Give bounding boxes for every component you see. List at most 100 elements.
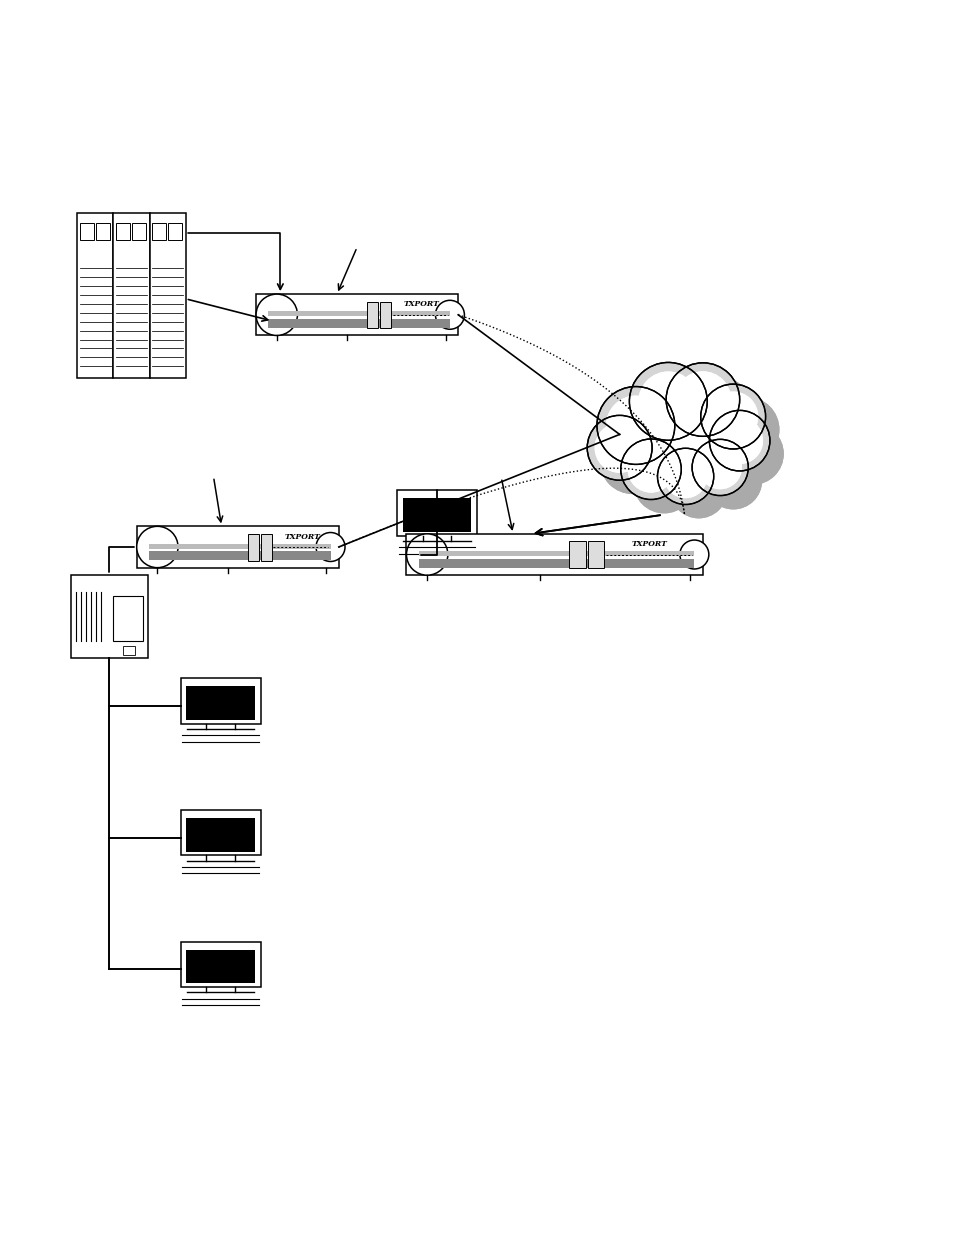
Circle shape	[679, 540, 708, 569]
Bar	[123, 646, 134, 656]
Bar	[255, 294, 457, 336]
Circle shape	[587, 415, 652, 480]
Circle shape	[642, 375, 720, 453]
Circle shape	[642, 375, 720, 453]
Circle shape	[597, 387, 674, 464]
Circle shape	[717, 417, 761, 463]
Bar	[268, 311, 450, 316]
Circle shape	[620, 438, 680, 499]
Circle shape	[665, 363, 739, 436]
Bar	[248, 534, 258, 561]
Bar	[181, 941, 260, 987]
Bar	[186, 687, 254, 720]
Bar	[402, 499, 471, 532]
Circle shape	[406, 534, 447, 576]
Circle shape	[638, 398, 720, 480]
Bar	[379, 301, 391, 329]
Circle shape	[664, 456, 706, 498]
Bar	[77, 214, 113, 378]
Bar	[569, 541, 585, 568]
Circle shape	[597, 387, 674, 464]
Circle shape	[315, 532, 345, 562]
Circle shape	[620, 438, 680, 499]
Circle shape	[639, 372, 697, 431]
Circle shape	[606, 396, 664, 454]
Bar	[136, 526, 338, 568]
Text: TXPORT: TXPORT	[631, 540, 666, 548]
Bar	[181, 678, 260, 724]
Bar	[367, 301, 378, 329]
Circle shape	[136, 526, 178, 568]
Text: TXPORT: TXPORT	[403, 300, 439, 309]
Circle shape	[629, 362, 706, 441]
Circle shape	[665, 363, 739, 436]
Bar	[152, 224, 166, 240]
Circle shape	[610, 400, 687, 478]
Circle shape	[628, 447, 673, 492]
Circle shape	[255, 294, 297, 336]
Circle shape	[599, 429, 664, 494]
Circle shape	[587, 415, 652, 480]
Bar	[396, 490, 476, 536]
Circle shape	[699, 446, 740, 489]
Circle shape	[628, 447, 673, 492]
Circle shape	[657, 448, 713, 505]
Circle shape	[638, 398, 720, 480]
Circle shape	[679, 375, 752, 450]
Bar	[71, 576, 148, 658]
Circle shape	[633, 452, 694, 513]
Circle shape	[633, 452, 694, 513]
Bar	[168, 224, 182, 240]
Circle shape	[599, 429, 664, 494]
Circle shape	[610, 400, 687, 478]
Circle shape	[664, 456, 706, 498]
Circle shape	[709, 410, 769, 471]
Bar	[181, 810, 260, 855]
Bar	[418, 558, 694, 568]
Bar	[268, 319, 450, 329]
Circle shape	[629, 362, 706, 441]
Bar	[186, 950, 254, 983]
Circle shape	[721, 424, 782, 484]
Circle shape	[679, 375, 752, 450]
Circle shape	[670, 462, 726, 517]
Circle shape	[713, 398, 778, 462]
Circle shape	[670, 462, 726, 517]
Circle shape	[700, 384, 765, 450]
Bar	[149, 543, 330, 548]
Circle shape	[709, 410, 769, 471]
Bar	[587, 541, 603, 568]
Circle shape	[700, 384, 765, 450]
Circle shape	[691, 440, 747, 495]
Bar	[80, 224, 94, 240]
Bar	[406, 534, 702, 576]
Text: TXPORT: TXPORT	[284, 532, 320, 541]
Circle shape	[675, 372, 730, 427]
Circle shape	[713, 398, 778, 462]
Circle shape	[704, 452, 760, 509]
Circle shape	[595, 424, 643, 472]
Circle shape	[435, 300, 464, 330]
Circle shape	[699, 446, 740, 489]
Circle shape	[708, 393, 757, 441]
Circle shape	[606, 396, 664, 454]
Circle shape	[595, 424, 643, 472]
Bar	[96, 224, 110, 240]
Bar	[186, 818, 254, 852]
Bar	[149, 551, 330, 561]
Circle shape	[675, 372, 730, 427]
Circle shape	[691, 440, 747, 495]
Circle shape	[721, 424, 782, 484]
Bar	[260, 534, 272, 561]
Bar	[132, 224, 146, 240]
Bar	[113, 595, 142, 641]
Circle shape	[657, 448, 713, 505]
Circle shape	[717, 417, 761, 463]
Bar	[150, 214, 186, 378]
Circle shape	[704, 452, 760, 509]
Bar	[418, 551, 694, 556]
Bar	[116, 224, 130, 240]
Circle shape	[639, 372, 697, 431]
Circle shape	[708, 393, 757, 441]
Bar	[113, 214, 150, 378]
